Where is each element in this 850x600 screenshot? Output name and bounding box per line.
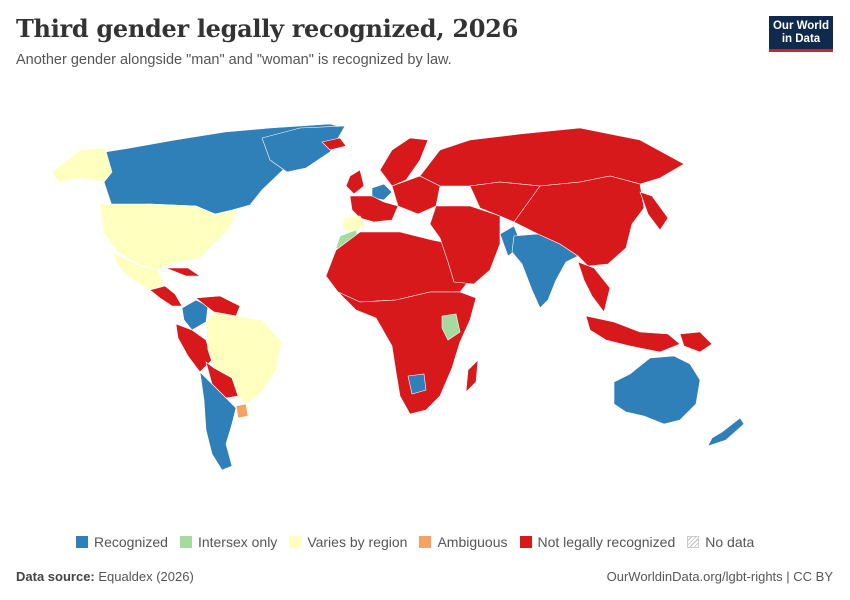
- russia[interactable]: [419, 127, 685, 187]
- legend-item-recognized[interactable]: Recognized: [76, 534, 168, 550]
- uk-ireland[interactable]: [345, 169, 365, 195]
- middle-east[interactable]: [429, 205, 501, 285]
- legend-label: Ambiguous: [437, 534, 508, 550]
- indonesia-philippines[interactable]: [585, 315, 681, 353]
- legend-label: No data: [705, 534, 755, 550]
- data-source-value: Equaldex (2026): [98, 569, 194, 584]
- western-europe[interactable]: [349, 195, 399, 223]
- legend-swatch: [419, 536, 432, 548]
- central-africa[interactable]: [337, 291, 477, 415]
- mexico[interactable]: [111, 251, 165, 291]
- china-mongolia[interactable]: [513, 175, 645, 267]
- chart-title: Third gender legally recognized, 2026: [16, 14, 518, 43]
- australia[interactable]: [613, 355, 701, 425]
- chart-subtitle: Another gender alongside "man" and "woma…: [16, 52, 452, 68]
- legend-item-not-recognized[interactable]: Not legally recognized: [519, 534, 676, 550]
- madagascar[interactable]: [465, 359, 479, 393]
- central-america[interactable]: [149, 285, 183, 307]
- url-license[interactable]: OurWorldinData.org/lgbt-rights | CC BY: [606, 569, 833, 584]
- data-source: Data source: Equaldex (2026): [16, 569, 194, 584]
- alaska[interactable]: [51, 147, 113, 183]
- iceland[interactable]: [321, 137, 347, 151]
- legend-swatch-hatched: [687, 536, 700, 548]
- uruguay[interactable]: [235, 403, 249, 419]
- data-source-label: Data source:: [16, 569, 95, 584]
- kenya[interactable]: [441, 313, 461, 341]
- greenland[interactable]: [261, 125, 346, 173]
- legend-swatch: [289, 536, 302, 548]
- legend: Recognized Intersex only Varies by regio…: [76, 534, 766, 550]
- legend-item-ambiguous[interactable]: Ambiguous: [419, 534, 508, 550]
- legend-label: Recognized: [94, 534, 168, 550]
- argentina-chile[interactable]: [199, 371, 237, 471]
- spain[interactable]: [341, 215, 367, 233]
- legend-label: Not legally recognized: [537, 534, 676, 550]
- new-zealand[interactable]: [707, 417, 745, 447]
- southeast-asia[interactable]: [577, 261, 611, 313]
- legend-item-varies-by-region[interactable]: Varies by region: [289, 534, 407, 550]
- world-map: [51, 123, 745, 471]
- botswana[interactable]: [407, 373, 427, 395]
- legend-swatch: [179, 536, 192, 548]
- united-states[interactable]: [99, 203, 239, 271]
- logo-line-1: Our World: [772, 20, 829, 32]
- legend-label: Intersex only: [197, 534, 278, 550]
- logo-line-2: in Data: [781, 33, 821, 45]
- korea-japan[interactable]: [639, 191, 669, 231]
- legend-item-intersex-only[interactable]: Intersex only: [179, 534, 278, 550]
- legend-item-no-data[interactable]: No data: [687, 534, 754, 550]
- legend-swatch: [519, 536, 532, 548]
- papua-new-guinea[interactable]: [679, 331, 713, 353]
- owid-logo[interactable]: Our World in Data: [769, 16, 833, 52]
- peru-ecuador[interactable]: [175, 323, 213, 373]
- legend-swatch: [76, 536, 88, 548]
- caribbean[interactable]: [165, 267, 201, 277]
- legend-label: Varies by region: [307, 534, 408, 550]
